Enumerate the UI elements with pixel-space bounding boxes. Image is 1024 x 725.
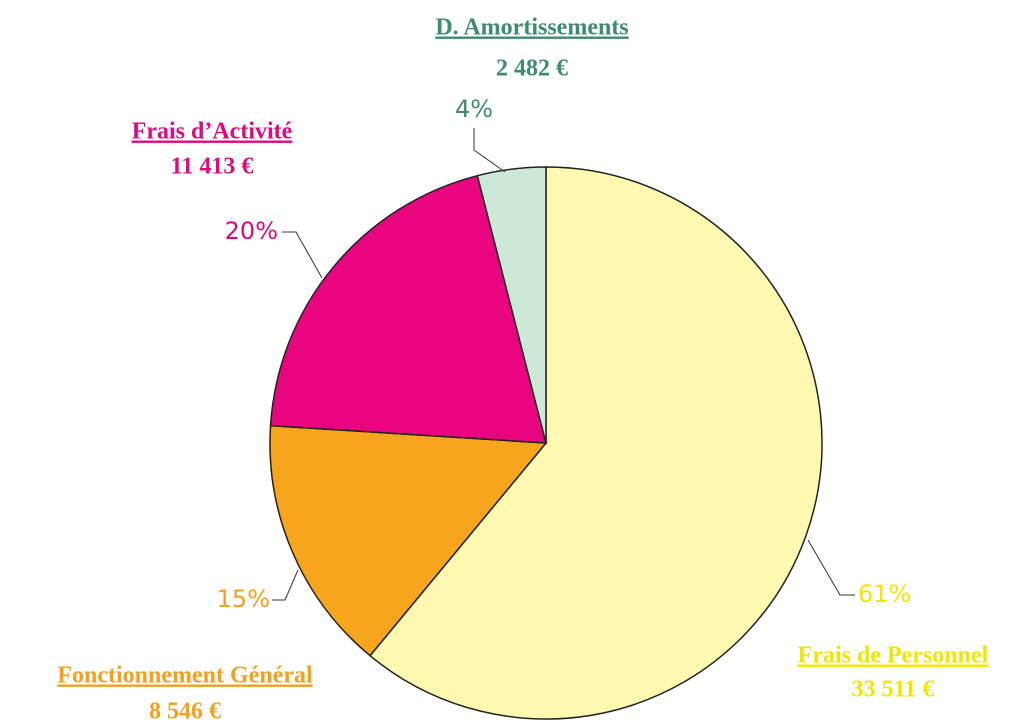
amount-label: 2 482 € xyxy=(496,56,568,82)
leader-line xyxy=(282,231,323,279)
percent-label: 4% xyxy=(455,95,493,123)
percent-label: 20% xyxy=(225,217,278,245)
category-label: Fonctionnement Général xyxy=(57,663,313,689)
leader-line xyxy=(272,569,299,601)
category-label: Frais d’Activité xyxy=(132,119,293,145)
pie-slice xyxy=(269,424,548,657)
pie-slice xyxy=(269,174,547,444)
amount-label: 33 511 € xyxy=(852,677,935,703)
amount-label: 8 546 € xyxy=(149,699,221,725)
leader-line xyxy=(807,539,855,596)
category-label: D. Amortissements xyxy=(435,15,628,41)
percent-label: 15% xyxy=(217,585,270,613)
pie-slice xyxy=(369,166,823,720)
amount-label: 11 413 € xyxy=(171,154,254,180)
pie-slice xyxy=(476,166,547,444)
leader-line xyxy=(473,128,506,173)
category-label: Frais de Personnel xyxy=(798,643,989,669)
percent-label: 61% xyxy=(858,580,911,608)
